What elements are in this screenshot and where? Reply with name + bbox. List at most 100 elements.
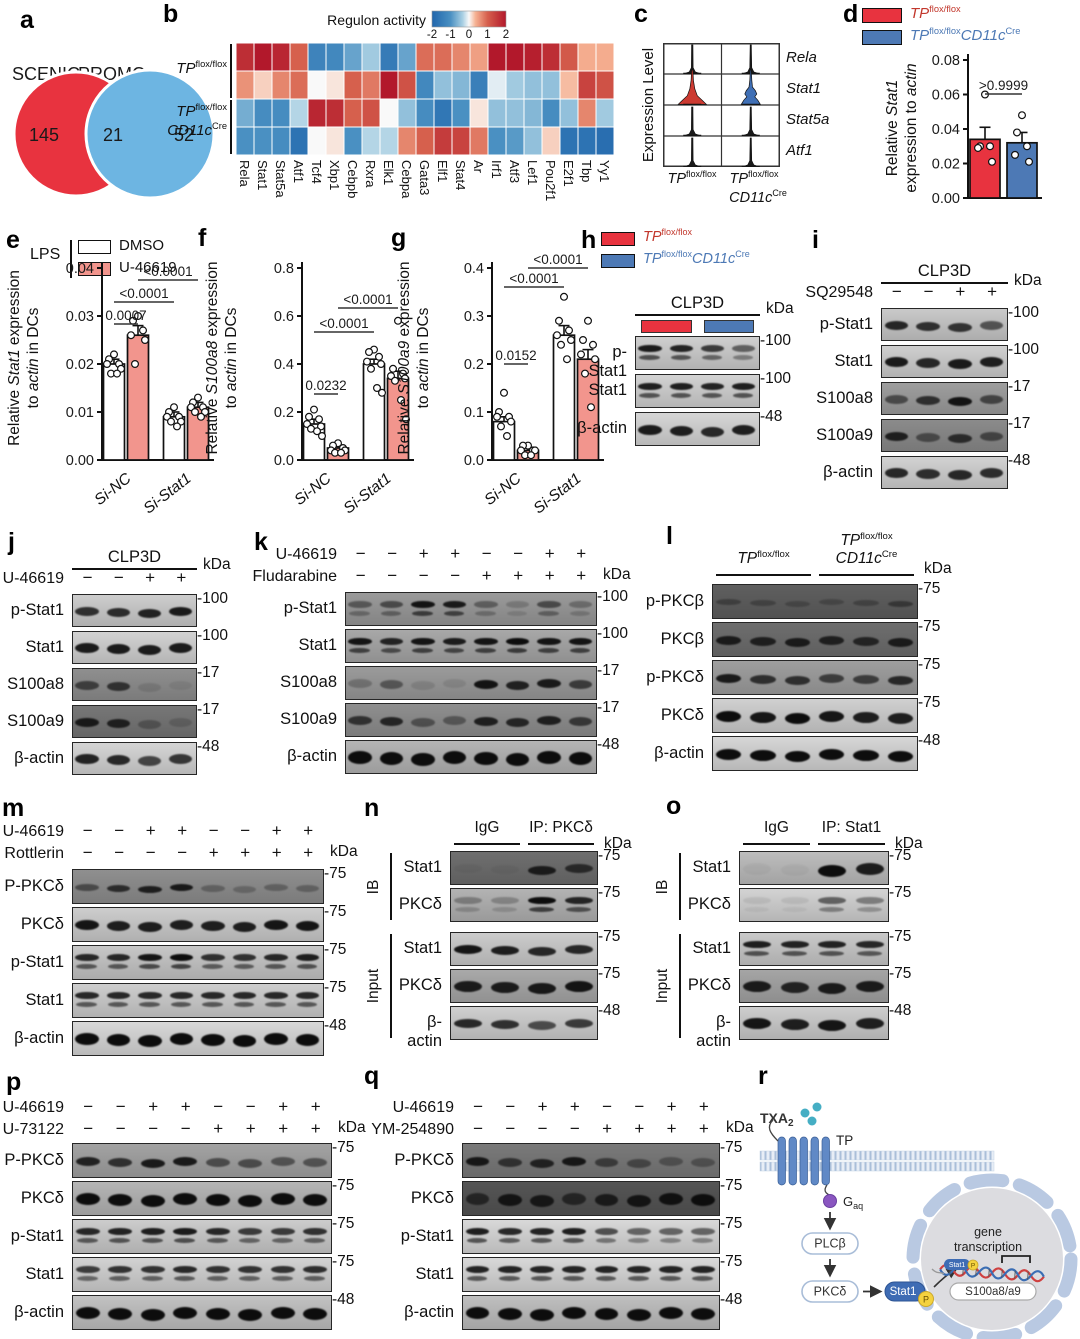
blot-band <box>107 1002 129 1008</box>
pkc-node <box>801 1280 859 1303</box>
m-blot-box <box>72 983 324 1018</box>
data-dot <box>197 412 206 421</box>
n-row-label: PKCδ <box>398 976 442 994</box>
heatmap-cell <box>595 70 615 100</box>
g-protein-label: Gaq <box>843 1194 863 1211</box>
o-row-label: β-actin <box>696 1013 731 1050</box>
heatmap-cell <box>559 70 579 100</box>
heatmap-cell <box>253 98 273 128</box>
blot-band <box>537 751 561 765</box>
p-kda-marker: -75 <box>332 1253 355 1270</box>
blot-band <box>780 896 809 905</box>
blot-band <box>303 1308 328 1321</box>
plc-node <box>801 1232 859 1255</box>
blot-band <box>701 393 723 399</box>
blot-band <box>411 718 435 728</box>
blot-band <box>538 648 559 654</box>
blot-band <box>169 1033 194 1046</box>
blot-band <box>670 355 691 361</box>
m-treatment-sign: − <box>177 843 188 862</box>
blot-band <box>106 953 131 962</box>
blot-band <box>238 1227 263 1236</box>
legend-swatch <box>78 240 111 254</box>
l-row-label: PKCβ <box>660 629 704 648</box>
q-treatment-sign: − <box>505 1119 516 1138</box>
data-dot <box>973 143 982 152</box>
heatmap-cell <box>379 42 399 72</box>
blot-band <box>108 1227 133 1236</box>
heatmap-cell <box>379 98 399 128</box>
p-treatment-sign: − <box>115 1119 126 1138</box>
q-treatment-sign: − <box>473 1097 484 1116</box>
blot-band <box>531 1238 552 1244</box>
blot-band <box>140 1265 165 1274</box>
blot-band <box>819 951 845 957</box>
pvalue-label: <0.0001 <box>509 271 558 286</box>
blot-band <box>141 1238 163 1244</box>
blot-band <box>169 643 193 654</box>
k-kda-marker: -100 <box>597 625 629 642</box>
blot-band <box>568 717 593 727</box>
blot-band <box>270 1265 295 1274</box>
h-row-label: Stat1 <box>588 381 627 399</box>
h-row-label: p-Stat1 <box>588 343 627 380</box>
inhibition-tbar-icon <box>1001 1255 1031 1263</box>
blot-band <box>626 1265 651 1274</box>
blot-band <box>303 1194 328 1207</box>
heatmap-cell <box>361 42 381 72</box>
m-treatment-sign: + <box>145 821 156 840</box>
blot-band <box>303 1227 328 1236</box>
violin-gene-label: Rela <box>786 49 817 66</box>
j-treatment-label: U-46619 <box>2 570 64 587</box>
p-treatment-sign: − <box>180 1119 191 1138</box>
violin-spike <box>743 44 758 74</box>
blot-band <box>349 648 370 654</box>
blot-band <box>442 600 467 609</box>
p-row-label: PKCδ <box>20 1188 64 1207</box>
bars_f-ylabel: Relative S100a8 expression to actin in DC… <box>204 261 240 455</box>
blot-band <box>595 1238 617 1244</box>
blot-band <box>106 884 131 892</box>
blot-band <box>205 1227 230 1236</box>
i-treatment-sign: − <box>891 282 902 301</box>
blot-band <box>76 1002 97 1008</box>
blot-band <box>108 1157 133 1167</box>
blot-band <box>594 1227 619 1236</box>
blot-band <box>348 751 372 765</box>
panel-label-m: m <box>2 794 25 822</box>
blot-band <box>732 424 756 435</box>
p-blot-box <box>72 1257 332 1292</box>
blot-band <box>233 964 255 970</box>
blot-band <box>465 1265 490 1274</box>
blot-band <box>884 357 908 368</box>
blot-band <box>562 1156 587 1166</box>
k-treatment-sign: − <box>355 544 366 563</box>
nucleus-body <box>921 1188 1063 1330</box>
data-dot <box>112 369 121 378</box>
n-row-label: β-actin <box>407 1013 442 1050</box>
plc-label: PLCβ <box>814 1237 846 1251</box>
heatmap-gene-label: Xbp1 <box>327 160 342 191</box>
ligand-label: TXA2 <box>760 1110 794 1129</box>
blot-band <box>239 1276 261 1282</box>
n-header-line <box>528 843 594 845</box>
blot-band <box>568 752 593 766</box>
o-group-line <box>679 853 681 920</box>
k-row-label: p-Stat1 <box>283 599 337 617</box>
blot-band <box>855 1018 884 1030</box>
blot-band <box>75 643 99 654</box>
blot-band <box>75 717 99 727</box>
heatmap-cell <box>289 70 309 100</box>
blot-band <box>669 425 693 436</box>
blot-band <box>75 754 99 765</box>
blot-band <box>169 920 194 931</box>
blot-band <box>750 600 776 607</box>
blot-band <box>692 1276 714 1282</box>
heatmap-cell <box>361 126 381 156</box>
pvalue-label: >0.9999 <box>979 78 1028 93</box>
l-kda-marker: -75 <box>918 580 941 597</box>
q-treatment-sign: + <box>537 1097 548 1116</box>
blot-band <box>528 947 556 957</box>
gene-transcription-label: gene <box>974 1225 1002 1239</box>
blot-band <box>140 1227 165 1236</box>
